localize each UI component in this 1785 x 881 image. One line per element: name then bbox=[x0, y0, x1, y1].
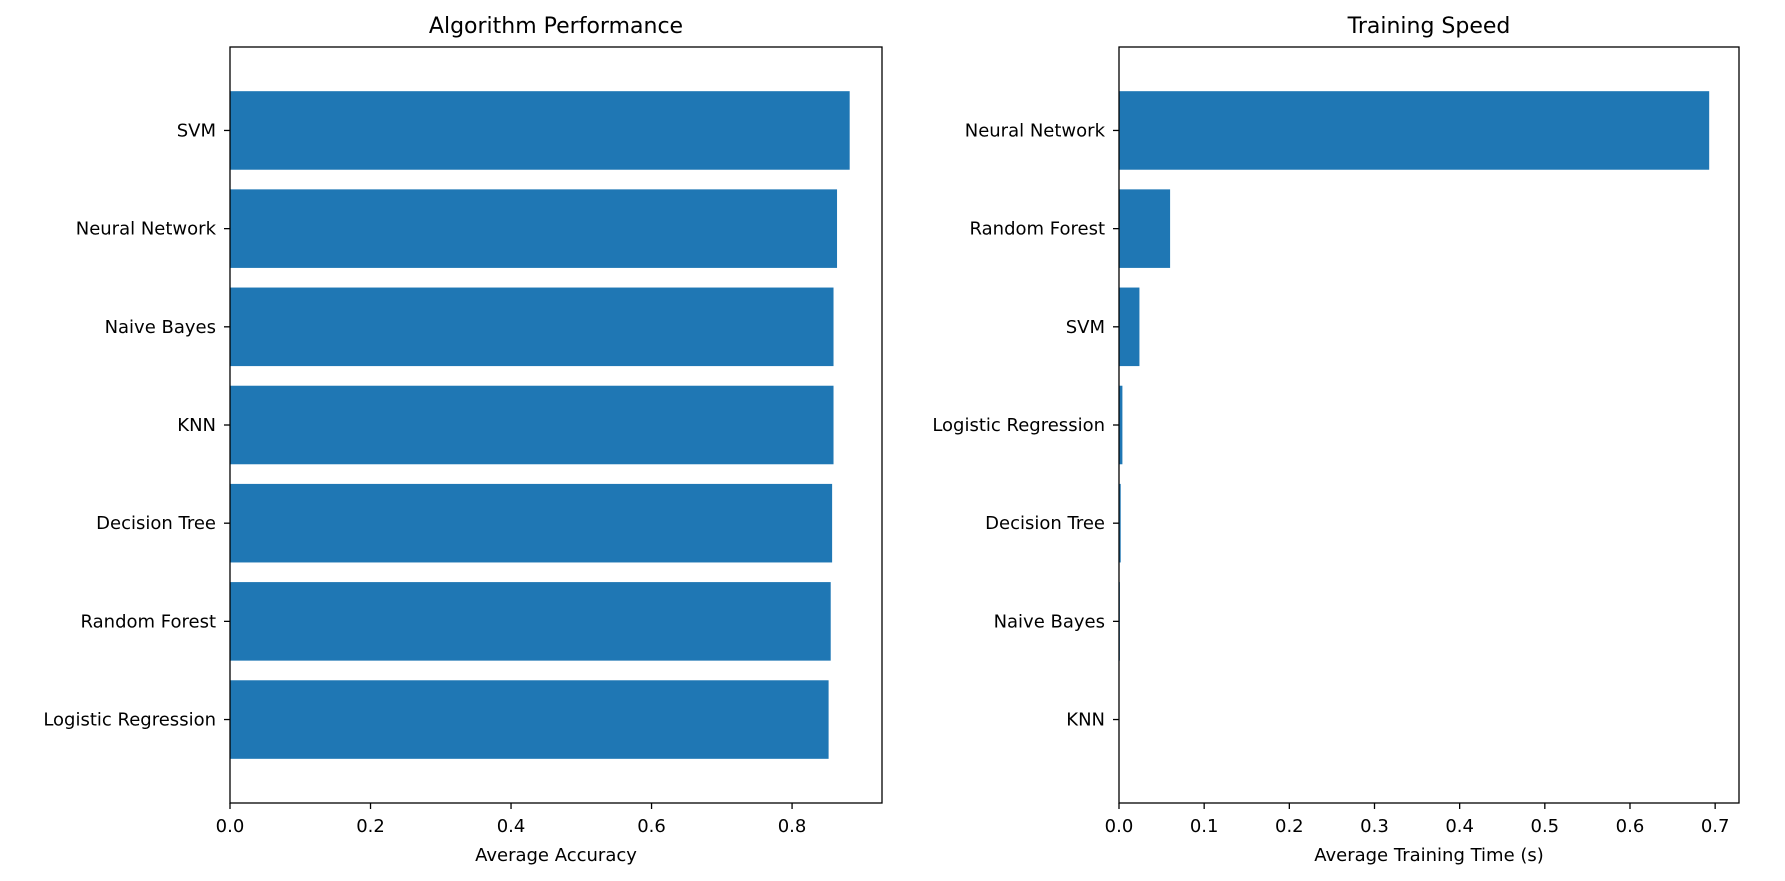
accuracy-ytick-label: Naive Bayes bbox=[105, 317, 216, 338]
accuracy-xtick-label: 0.4 bbox=[497, 816, 526, 837]
accuracy-chart: Algorithm Performance Logistic Regression… bbox=[43, 14, 883, 866]
accuracy-bar-decision-tree bbox=[230, 483, 833, 563]
accuracy-xaxis-label: Average Accuracy bbox=[475, 845, 637, 866]
accuracy-xtick-label: 0.2 bbox=[356, 816, 385, 837]
accuracy-ytick-label: SVM bbox=[177, 120, 216, 141]
accuracy-bar-knn bbox=[230, 385, 834, 465]
speed-bar-neural-network bbox=[1119, 91, 1710, 170]
speed-ytick-label: Decision Tree bbox=[985, 513, 1105, 534]
speed-xtick-label: 0.7 bbox=[1701, 816, 1730, 837]
accuracy-ytick-label: Random Forest bbox=[81, 611, 216, 632]
accuracy-bar-neural-network bbox=[230, 189, 838, 268]
speed-bar-logistic-regression bbox=[1119, 385, 1123, 465]
speed-bar-decision-tree bbox=[1119, 483, 1121, 563]
accuracy-ytick-label: KNN bbox=[177, 415, 216, 436]
speed-ytick-label: KNN bbox=[1066, 710, 1105, 731]
accuracy-bar-naive-bayes bbox=[230, 287, 834, 367]
speed-ytick-label: Neural Network bbox=[965, 120, 1106, 141]
accuracy-bar-random-forest bbox=[230, 582, 831, 661]
speed-xaxis-label: Average Training Time (s) bbox=[1314, 845, 1544, 866]
speed-ytick-label: Logistic Regression bbox=[932, 415, 1105, 436]
speed-bar-random-forest bbox=[1119, 189, 1171, 268]
accuracy-xtick-label: 0.6 bbox=[637, 816, 666, 837]
speed-ytick-label: Naive Bayes bbox=[994, 611, 1105, 632]
accuracy-bar-svm bbox=[230, 91, 850, 170]
accuracy-ytick-label: Logistic Regression bbox=[43, 710, 216, 731]
accuracy-ytick-label: Decision Tree bbox=[96, 513, 216, 534]
speed-ytick-label: Random Forest bbox=[970, 219, 1105, 240]
speed-xtick-label: 0.0 bbox=[1105, 816, 1134, 837]
accuracy-ytick-label: Neural Network bbox=[76, 219, 217, 240]
speed-xtick-label: 0.2 bbox=[1275, 816, 1304, 837]
accuracy-xtick-label: 0.8 bbox=[778, 816, 807, 837]
speed-xtick-label: 0.3 bbox=[1360, 816, 1389, 837]
accuracy-bar-logistic-regression bbox=[230, 680, 829, 759]
speed-xtick-label: 0.6 bbox=[1616, 816, 1645, 837]
accuracy-xtick-label: 0.0 bbox=[216, 816, 245, 837]
speed-chart-title: Training Speed bbox=[1347, 14, 1511, 39]
speed-ytick-label: SVM bbox=[1066, 317, 1105, 338]
training-speed-chart: Training Speed KNN Naive Bayes Decision Tre… bbox=[932, 14, 1740, 866]
speed-xtick-label: 0.1 bbox=[1190, 816, 1219, 837]
speed-xtick-label: 0.5 bbox=[1531, 816, 1560, 837]
speed-xtick-label: 0.4 bbox=[1445, 816, 1474, 837]
accuracy-chart-title: Algorithm Performance bbox=[429, 14, 683, 39]
speed-bar-svm bbox=[1119, 287, 1140, 367]
